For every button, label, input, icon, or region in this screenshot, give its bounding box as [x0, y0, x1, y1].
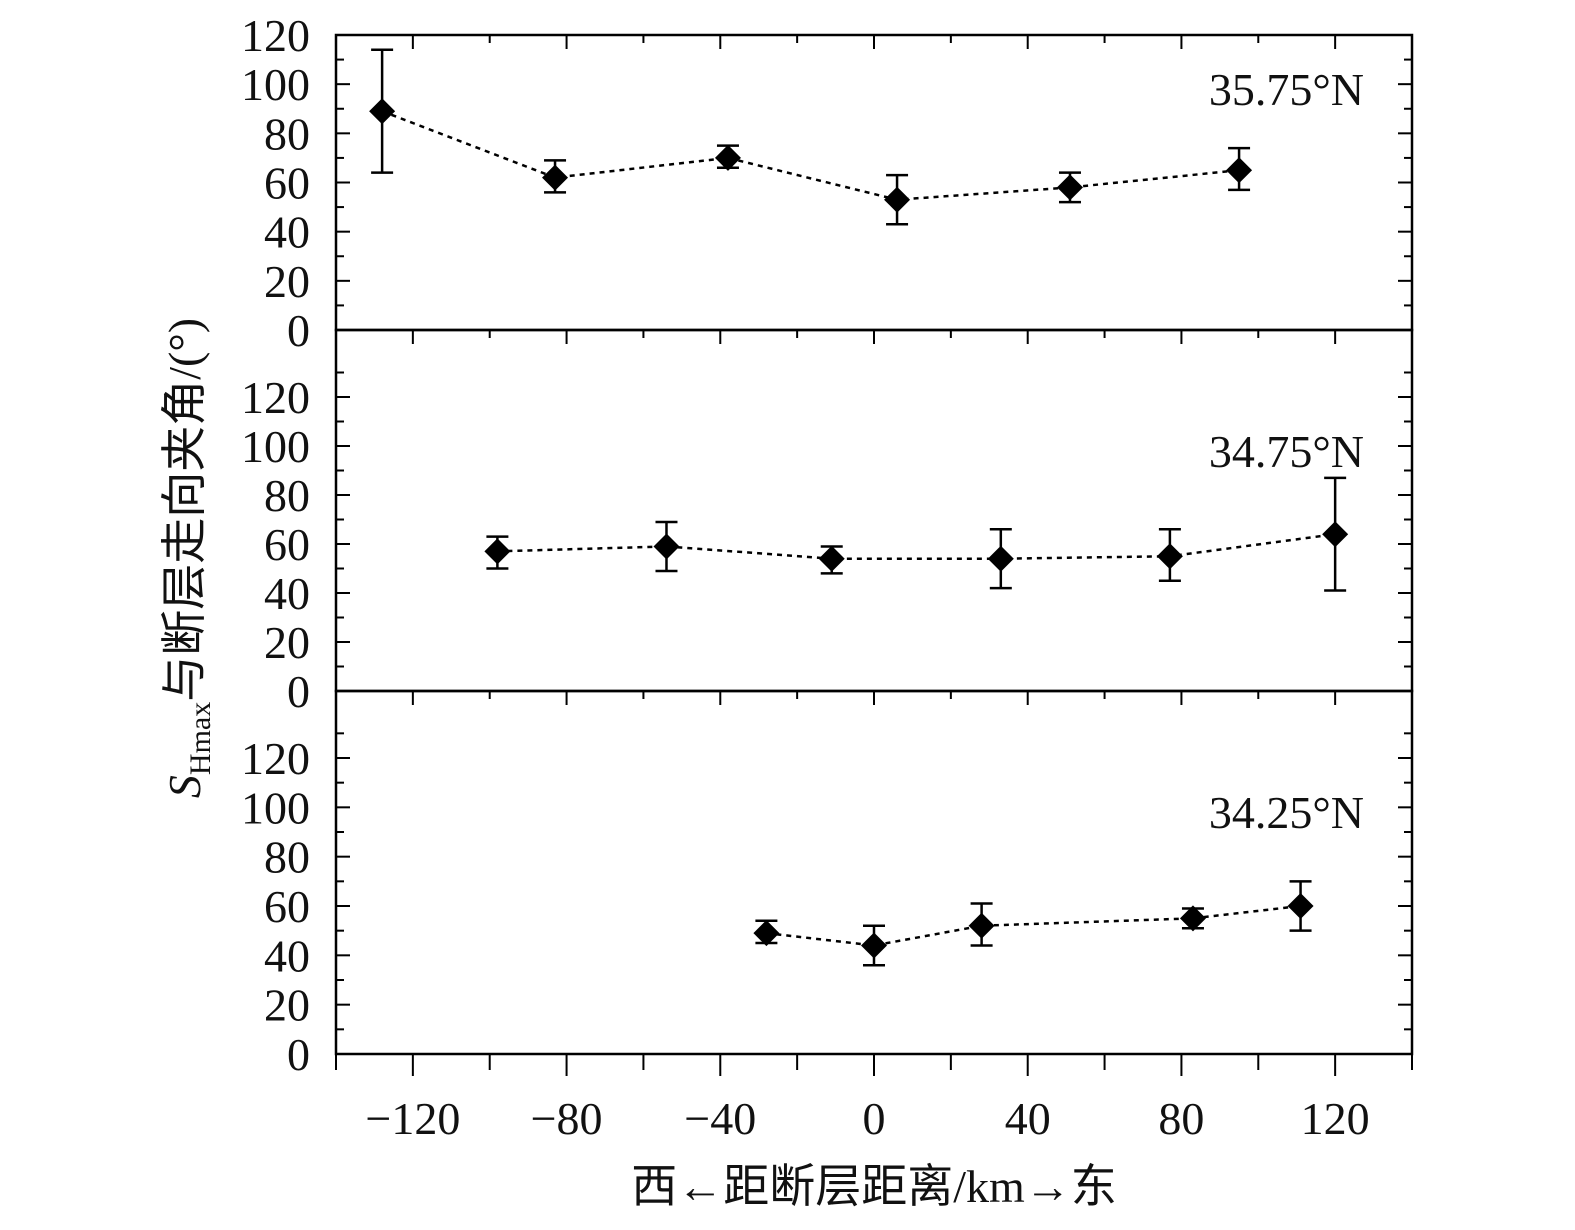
x-axis-tick-labels: −120 −80 −40 0 40 80 120: [365, 1093, 1369, 1144]
x-axis-title: 西←距断层距离/km→东: [631, 1161, 1117, 1212]
x-tick-label: 120: [1301, 1093, 1370, 1144]
y-tick-label: 60: [264, 158, 310, 209]
data-point-diamond: [753, 920, 780, 947]
data-point-diamond: [818, 545, 845, 572]
chart-panels: 02040608010012035.75°N02040608010012034.…: [241, 10, 1414, 1080]
data-point-diamond: [1287, 893, 1314, 919]
x-tick-label: 80: [1158, 1093, 1204, 1144]
panel-latitude-label: 34.75°N: [1209, 426, 1364, 477]
y-tick-label: 40: [264, 207, 310, 258]
y-tick-label: 0: [287, 1029, 310, 1080]
y-axis-title-symbol: S: [159, 775, 210, 798]
data-point-diamond: [653, 533, 680, 560]
y-axis-title-subscript: Hmax: [184, 702, 217, 775]
data-point-diamond: [884, 186, 911, 213]
data-point-diamond: [542, 164, 569, 191]
y-tick-label: 0: [287, 666, 310, 717]
y-tick-label: 20: [264, 980, 310, 1031]
y-tick-label: 120: [241, 733, 310, 784]
y-tick-label: 100: [241, 421, 310, 472]
x-tick-label: 40: [1005, 1093, 1051, 1144]
panel-latitude-label: 35.75°N: [1209, 64, 1364, 115]
series-line: [381, 110, 1240, 201]
y-tick-label: 40: [264, 568, 310, 619]
x-tick-label: −40: [684, 1093, 756, 1144]
x-tick-label: 0: [863, 1093, 886, 1144]
data-point-diamond: [484, 538, 511, 565]
data-point-diamond: [1156, 543, 1183, 570]
data-point-diamond: [861, 932, 887, 959]
data-point-diamond: [1322, 521, 1349, 548]
y-tick-label: 80: [264, 470, 310, 521]
y-tick-label: 120: [241, 10, 310, 61]
series-line: [766, 904, 1301, 947]
y-tick-label: 120: [241, 372, 310, 423]
y-axis-title: SHmax与断层走向夹角/(°): [159, 318, 217, 798]
data-point-diamond: [987, 545, 1014, 572]
y-tick-label: 60: [264, 519, 310, 570]
series-line: [497, 532, 1336, 560]
data-point-diamond: [1179, 905, 1206, 932]
y-tick-label: 100: [241, 59, 310, 110]
data-point-diamond: [1226, 157, 1253, 184]
data-point-diamond: [1056, 174, 1083, 201]
y-tick-label: 80: [264, 108, 310, 159]
x-tick-label: −120: [365, 1093, 460, 1144]
panel-frame: [334, 689, 1414, 1056]
y-tick-label: 0: [287, 305, 310, 356]
y-tick-label: 40: [264, 930, 310, 981]
y-axis-title-rest: 与断层走向夹角/(°): [159, 318, 210, 702]
data-point-diamond: [968, 912, 995, 939]
x-tick-label: −80: [531, 1093, 603, 1144]
data-point-diamond: [714, 144, 741, 171]
y-tick-label: 100: [241, 782, 310, 833]
y-tick-label: 80: [264, 832, 310, 883]
data-point-diamond: [369, 98, 396, 125]
panel-frame: [334, 328, 1414, 693]
y-tick-label: 20: [264, 256, 310, 307]
y-tick-label: 20: [264, 617, 310, 668]
panel-latitude-label: 34.25°N: [1209, 787, 1364, 838]
y-tick-label: 60: [264, 881, 310, 932]
